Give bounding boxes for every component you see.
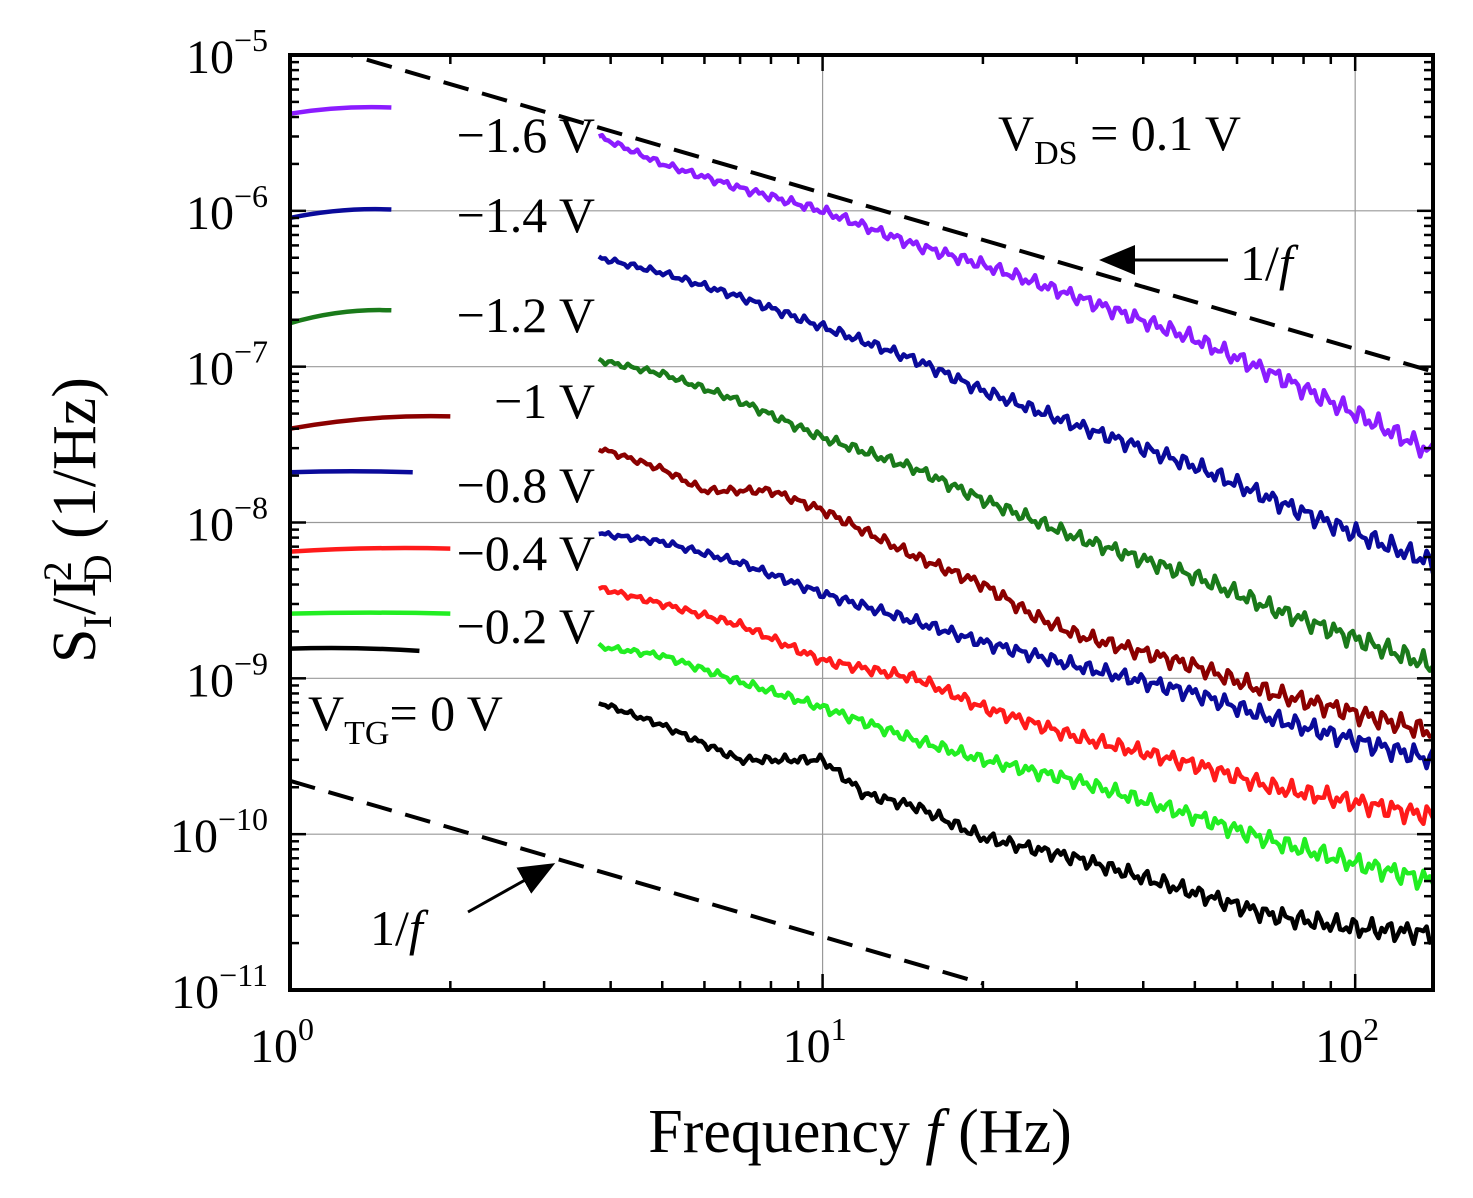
legend-lines <box>289 104 451 654</box>
y-tick-label: 10−11 <box>171 957 268 1019</box>
y-tick-label: 10−5 <box>186 22 268 84</box>
legend-label-neg1: −1 V <box>494 373 595 429</box>
legend-label-neg0.4: −0.4 V <box>457 525 595 581</box>
y-tick-label: 10−6 <box>186 178 268 240</box>
legend-line-3 <box>289 307 392 326</box>
x-tick-label: 102 <box>1315 1011 1379 1073</box>
series-line-5 <box>598 530 1433 771</box>
one-over-f-line <box>290 778 984 986</box>
y-tick-label: 10−7 <box>186 334 268 396</box>
legend-label-neg0.8: −0.8 V <box>457 457 595 513</box>
legend-labels: −1.6 V −1.4 V −1.2 V −1 V −0.8 V −0.4 V … <box>308 107 595 752</box>
series-line-6 <box>597 585 1433 827</box>
legend-line-2 <box>289 206 392 221</box>
series-line-4 <box>597 446 1433 739</box>
x-tick-label: 101 <box>783 1011 847 1073</box>
axis-tick-labels: 100 101 102 10−5 10−6 10−7 10−8 10−9 10−10 10−11 <box>170 22 1379 1073</box>
legend-label-neg0.2: −0.2 V <box>457 598 595 654</box>
series-line-2 <box>597 254 1433 574</box>
y-tick-label: 10−8 <box>186 490 268 552</box>
legend-line-6 <box>289 545 451 554</box>
y-tick-label: 10−9 <box>186 645 268 707</box>
legend-line-5 <box>289 469 413 475</box>
series-line-7 <box>597 641 1433 891</box>
legend-line-7 <box>289 610 451 616</box>
series-line-3 <box>597 356 1433 673</box>
legend-line-4 <box>289 413 451 431</box>
legend-label-neg1.2: −1.2 V <box>457 287 595 343</box>
axis-ticks <box>288 55 1433 992</box>
one-over-f-lower-label: 1/f <box>370 900 429 956</box>
vtg-label: VTG= 0 V <box>308 685 503 752</box>
lower-arrow <box>467 863 556 914</box>
legend-label-neg1.4: −1.4 V <box>457 187 595 243</box>
reference-lines <box>290 55 1433 986</box>
x-axis-title: Frequency f (Hz) <box>648 1098 1072 1166</box>
series-line-1 <box>597 132 1433 459</box>
y-axis-title: SI/I2D (1/Hz) <box>35 377 120 663</box>
series-line-8 <box>598 701 1433 947</box>
x-tick-label: 100 <box>250 1011 314 1073</box>
y-tick-label: 10−10 <box>170 801 268 863</box>
data-series <box>597 132 1433 947</box>
one-over-f-upper-label: 1/f <box>1240 235 1299 291</box>
legend-line-1 <box>289 104 392 116</box>
vds-label: VDS = 0.1 V <box>998 105 1241 172</box>
legend-line-8 <box>289 645 420 654</box>
legend-label-neg1.6: −1.6 V <box>457 107 595 163</box>
